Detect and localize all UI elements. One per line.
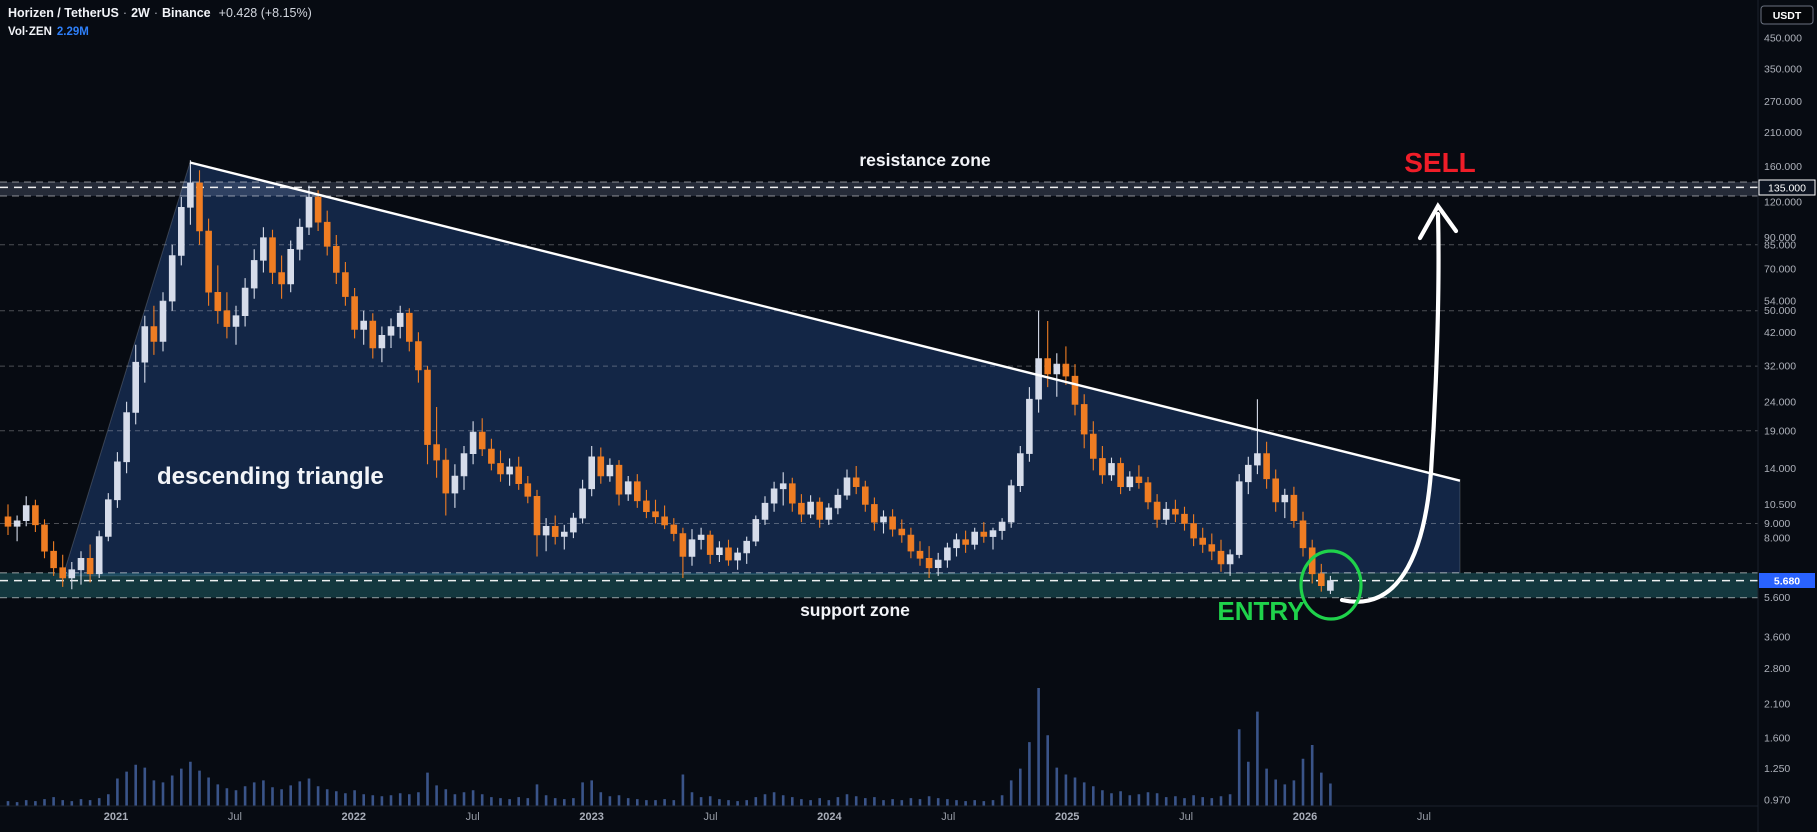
time-label-month: Jul [228,811,242,823]
time-axis[interactable]: 2021 Jul 2022 Jul 2023 Jul 2024 Jul 2025 Jul 2026 J… [104,811,1431,823]
price-tick-label: 54.000 [1764,296,1796,308]
current-price-label[interactable]: 5.680 [1759,573,1815,588]
time-label-year: 2025 [1055,811,1079,823]
price-tick-label: 1.250 [1764,763,1790,775]
support-zone-band[interactable] [0,572,1758,598]
price-tick-label: 1.600 [1764,732,1790,744]
price-tick-label: 3.600 [1764,632,1790,644]
legend-line-volume[interactable]: Vol·ZEN 2.29M [8,25,312,39]
legend-separator: · [122,6,128,20]
time-label-month: Jul [466,811,480,823]
price-tick-label: 210.000 [1764,127,1802,139]
resistance-price-box [1758,179,1816,196]
price-tick-label: 50.000 [1764,305,1796,317]
current-price-text: 5.680 [1774,576,1800,588]
resistance-price-text: 135.000 [1768,183,1806,195]
volume-bars-path [6,688,1332,806]
price-tick-label: 450.000 [1764,33,1802,45]
trendline[interactable] [189,161,1461,482]
exchange-label[interactable]: Binance [162,6,211,20]
triangle-fill[interactable] [62,161,1461,577]
descending-triangle-label[interactable]: descending triangle [157,463,384,490]
time-label-month: Jul [941,811,955,823]
candlesticks[interactable] [4,160,1334,594]
currency-badge-text: USDT [1773,10,1802,22]
support-price-label: 5.600 [1764,592,1790,604]
support-zone-label[interactable]: support zone [800,600,910,620]
time-label-year: 2021 [104,811,128,823]
currency-badge-box [1760,5,1814,25]
price-tick-label: 2.800 [1764,663,1790,675]
interval-label[interactable]: 2W [131,6,150,20]
price-tick-label: 0.970 [1764,794,1790,806]
descending-triangle-pattern[interactable] [62,161,1461,577]
sell-label[interactable]: SELL [1404,147,1476,178]
change-pct: (+8.15%) [260,6,312,20]
price-change: +0.428 (+8.15%) [219,6,312,20]
resistance-zone-band[interactable] [0,182,1758,196]
price-tick-label: 120.000 [1764,197,1802,209]
down-candle-bodies[interactable] [4,182,1325,586]
time-label-month: Jul [1417,811,1431,823]
price-tick-label: 10.500 [1764,499,1796,511]
entry-label[interactable]: ENTRY [1217,596,1304,626]
price-tick-label: 14.000 [1764,463,1796,475]
price-axis[interactable]: 450.000 350.000 270.000 210.000 160.000 120.0… [1764,33,1802,807]
volume-label: Vol [8,25,26,38]
up-arrow[interactable] [1339,211,1441,604]
time-label-month: Jul [703,811,717,823]
price-tick-label: 350.000 [1764,64,1802,76]
resistance-zone-label[interactable]: resistance zone [859,150,991,170]
price-tick-label: 270.000 [1764,96,1802,108]
up-candle-bodies[interactable] [13,182,1334,591]
price-tick-label: 90.000 [1764,232,1796,244]
symbol-title[interactable]: Horizen / TetherUS [8,6,119,20]
price-tick-label: 160.000 [1764,161,1802,173]
price-tick-label: 8.000 [1764,533,1790,545]
entry-circle[interactable] [1299,549,1363,621]
resistance-price-label[interactable]: 135.000 [1758,179,1816,196]
price-tick-label: 85.000 [1764,239,1796,251]
legend-separator: · [153,6,158,20]
price-tick-label: 42.000 [1764,327,1796,339]
symbol-legend[interactable]: Horizen / TetherUS · 2W · Binance +0.428 (+8.… [8,6,312,39]
time-label-year: 2026 [1293,811,1317,823]
price-tick-label: 24.000 [1764,396,1796,408]
legend-separator: · [25,25,29,38]
volume-bars [6,688,1332,806]
price-tick-label: 70.000 [1764,263,1796,275]
volume-value: 2.29M [56,25,89,38]
change-abs: +0.428 [218,6,258,20]
price-tick-label: 2.100 [1764,699,1790,711]
time-label-year: 2023 [579,811,603,823]
time-label-year: 2022 [342,811,366,823]
currency-badge[interactable]: USDT [1760,5,1814,25]
volume-symbol: ZEN [28,25,52,38]
price-tick-label: 32.000 [1764,361,1796,373]
legend-line-main[interactable]: Horizen / TetherUS · 2W · Binance +0.428 (+8.… [8,6,312,22]
descending-trendline[interactable] [189,161,1461,482]
current-price-box [1759,573,1815,588]
time-label-year: 2024 [817,811,842,823]
time-label-month: Jul [1179,811,1193,823]
support-resistance-zones[interactable] [0,181,1758,599]
price-tick-label: 19.000 [1764,425,1796,437]
price-tick-label: 9.000 [1764,518,1790,530]
up-arrow-head[interactable] [1417,202,1459,241]
